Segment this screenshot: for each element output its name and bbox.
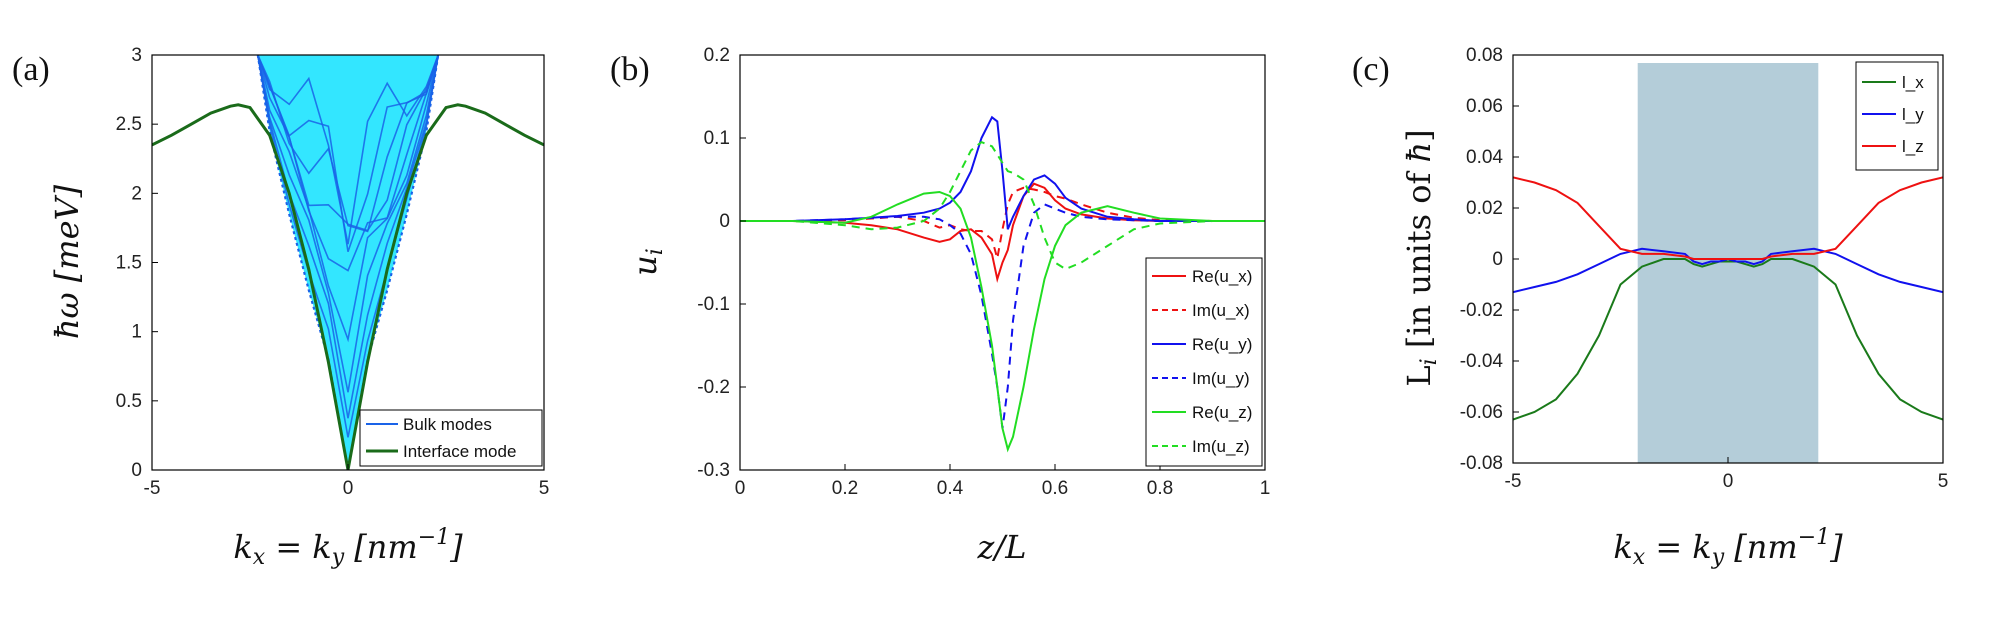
panel-a-ytick-label: 0: [131, 460, 142, 481]
shaded-region: [1637, 63, 1819, 463]
panel-a-ytick-label: 0.5: [116, 391, 142, 412]
bulk-mode-line: [257, 55, 439, 245]
panel-c-ylabel: Li [in units of ħ]: [1400, 129, 1442, 386]
panel-c-ytick-label: -0.02: [1460, 300, 1503, 321]
legend-label-0: Re(u_x): [1192, 267, 1252, 286]
panel-c-label: (c): [1352, 51, 1390, 88]
panel-c-xtick-label: -5: [1505, 471, 1522, 492]
panel-c-ytick-label: 0.06: [1466, 96, 1503, 117]
panel-c-xtick-label: 0: [1723, 471, 1734, 492]
panel-b-ytick-label: -0.2: [697, 377, 730, 398]
panel-b-ticks: 0 0.2 0.4 0.6 0.8 1 -0.3 -0.2 -0.1 0 0.1 0.2: [697, 45, 1270, 499]
legend-label-1: l_y: [1902, 105, 1924, 124]
panel-b-xtick-label: 0.8: [1147, 478, 1173, 499]
panel-c-ticks: -5 0 5 -0.08 -0.06 -0.04 -0.02 0 0.02 0.04 0.06 0.0…: [1460, 45, 1949, 492]
panel-a-label: (a): [12, 51, 50, 88]
panel-b-legend: Re(u_x) Im(u_x) Re(u_y) Im(u_y) Re(u_z) Im(u_…: [1145, 257, 1263, 467]
panel-a-ytick-label: 2: [131, 183, 142, 204]
panel-a-ylabel: ħω [meV]: [48, 184, 86, 339]
panel-b-plot: [740, 115, 1265, 453]
panel-c-plot: [1513, 63, 1943, 463]
panel-c: (c) -5 0 5 -0.08 -0.06 -0.04 -0.02 0 0.02 0.04 0.0…: [1352, 45, 1948, 570]
panel-c-xlabel: kx = ky [nm−1]: [1613, 525, 1843, 570]
legend-label-2: l_z: [1902, 137, 1924, 156]
panel-b-xtick-label: 0: [735, 478, 746, 499]
series-line-2: [1513, 176, 1943, 260]
panel-c-ytick-label: -0.06: [1460, 402, 1503, 423]
panel-a-xtick-label: 5: [539, 478, 550, 499]
panel-c-ytick-label: 0.08: [1466, 45, 1503, 66]
panel-a-ytick-label: 3: [131, 45, 142, 66]
panel-b-ytick-label: 0.2: [704, 45, 730, 66]
legend-box: [359, 409, 543, 467]
panel-b-xtick-label: 0.6: [1042, 478, 1068, 499]
bulk-mode-line: [257, 55, 439, 343]
panel-a-ticks: -5 0 500.511.522.53: [116, 45, 550, 499]
series-line-2: [740, 115, 1265, 230]
panel-b-label: (b): [610, 51, 650, 88]
legend-label-2: Re(u_y): [1192, 335, 1252, 354]
legend-label-bulk: Bulk modes: [403, 415, 492, 434]
panel-a-ytick-label: 1: [131, 322, 142, 343]
legend-label-4: Re(u_z): [1192, 403, 1252, 422]
panel-c-legend: l_x l_y l_z: [1855, 61, 1939, 171]
bulk-mode-line: [257, 55, 439, 252]
panel-b-xtick-label: 1: [1260, 478, 1271, 499]
bulk-mode-line: [257, 55, 439, 419]
panel-b-ytick-label: 0: [719, 211, 730, 232]
series-line-4: [740, 190, 1265, 453]
interface-mode-line: [152, 103, 544, 470]
panel-b-ytick-label: -0.1: [697, 294, 730, 315]
legend-box: [1855, 61, 1939, 171]
panel-a-ytick-label: 2.5: [116, 114, 142, 135]
panel-a-xtick-label: 0: [343, 478, 354, 499]
panel-a-xtick-label: -5: [144, 478, 161, 499]
panel-b: (b) 0 0.2 0.4 0.6 0.8 1 -0.3 -0.2 -0.1 0 0.1 0.2 Re…: [610, 45, 1270, 566]
panel-b-ylabel: ui: [626, 248, 668, 276]
panel-b-xlabel: z/L: [977, 528, 1027, 566]
panel-c-ytick-label: -0.04: [1460, 351, 1504, 372]
panel-b-xtick-label: 0.2: [832, 478, 858, 499]
bulk-mode-line: [257, 55, 439, 393]
legend-label-interface: Interface mode: [403, 442, 516, 461]
panel-b-ytick-label: 0.1: [704, 128, 730, 149]
legend-label-5: Im(u_z): [1192, 437, 1250, 456]
panel-a-plot: [152, 55, 544, 470]
bulk-band-edge: [256, 55, 440, 470]
panel-c-ytick-label: 0.02: [1466, 198, 1503, 219]
panel-c-ytick-label: 0: [1492, 249, 1503, 270]
bulk-band-fill: [257, 55, 439, 470]
panel-b-xtick-label: 0.4: [937, 478, 964, 499]
panel-b-ytick-label: -0.3: [697, 460, 730, 481]
panel-a-ytick-label: 1.5: [116, 253, 142, 274]
panel-b-frame: [739, 54, 1266, 471]
legend-label-1: Im(u_x): [1192, 301, 1250, 320]
panel-a-xlabel: kx = ky [nm−1]: [233, 525, 463, 570]
panel-a: (a) -5 0 500.511.522.53 Bulk modes Interfa…: [12, 45, 549, 570]
legend-label-3: Im(u_y): [1192, 369, 1250, 388]
series-line-0: [1513, 258, 1943, 421]
panel-c-ytick-label: -0.08: [1460, 453, 1503, 474]
panel-c-ytick-label: 0.04: [1466, 147, 1503, 168]
series-line-5: [740, 140, 1265, 271]
legend-label-0: l_x: [1902, 73, 1924, 92]
series-line-1: [740, 186, 1265, 259]
panel-c-xtick-label: 5: [1938, 471, 1949, 492]
legend-box: [1145, 257, 1263, 467]
series-line-0: [740, 182, 1265, 284]
panel-a-legend: Bulk modes Interface mode: [359, 409, 543, 467]
